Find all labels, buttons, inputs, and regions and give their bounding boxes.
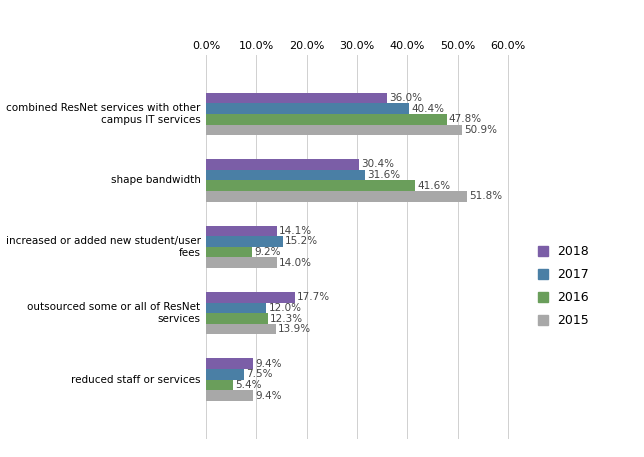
Bar	[206, 303, 267, 313]
Text: 40.4%: 40.4%	[412, 104, 444, 114]
Text: 15.2%: 15.2%	[285, 236, 317, 246]
Bar	[206, 159, 359, 170]
Bar	[206, 358, 253, 369]
Text: 5.4%: 5.4%	[235, 380, 261, 390]
Text: 12.0%: 12.0%	[269, 303, 301, 313]
Text: 14.0%: 14.0%	[278, 258, 312, 268]
Text: 13.9%: 13.9%	[278, 324, 311, 334]
Bar	[206, 390, 253, 401]
Text: 51.8%: 51.8%	[469, 191, 502, 201]
Bar	[206, 93, 387, 103]
Legend: 2018, 2017, 2016, 2015: 2018, 2017, 2016, 2015	[538, 245, 589, 327]
Bar	[206, 292, 295, 303]
Text: 41.6%: 41.6%	[417, 181, 451, 191]
Text: 7.5%: 7.5%	[246, 369, 272, 379]
Bar	[206, 125, 462, 135]
Bar	[206, 247, 252, 257]
Bar	[206, 324, 276, 335]
Bar	[206, 380, 233, 390]
Bar	[206, 103, 410, 114]
Bar	[206, 313, 268, 324]
Bar	[206, 225, 277, 236]
Bar	[206, 369, 244, 380]
Bar	[206, 236, 283, 247]
Text: 12.3%: 12.3%	[270, 314, 303, 324]
Text: 36.0%: 36.0%	[389, 93, 422, 103]
Bar	[206, 114, 446, 125]
Bar	[206, 170, 365, 181]
Bar	[206, 191, 467, 202]
Bar	[206, 257, 276, 268]
Text: 50.9%: 50.9%	[464, 125, 497, 135]
Text: 9.4%: 9.4%	[256, 359, 282, 369]
Text: 9.4%: 9.4%	[256, 391, 282, 400]
Text: 31.6%: 31.6%	[367, 170, 400, 180]
Text: 9.2%: 9.2%	[254, 247, 281, 257]
Text: 17.7%: 17.7%	[297, 292, 330, 302]
Text: 47.8%: 47.8%	[449, 114, 482, 124]
Bar	[206, 181, 415, 191]
Text: 30.4%: 30.4%	[361, 159, 394, 170]
Text: 14.1%: 14.1%	[279, 226, 312, 236]
